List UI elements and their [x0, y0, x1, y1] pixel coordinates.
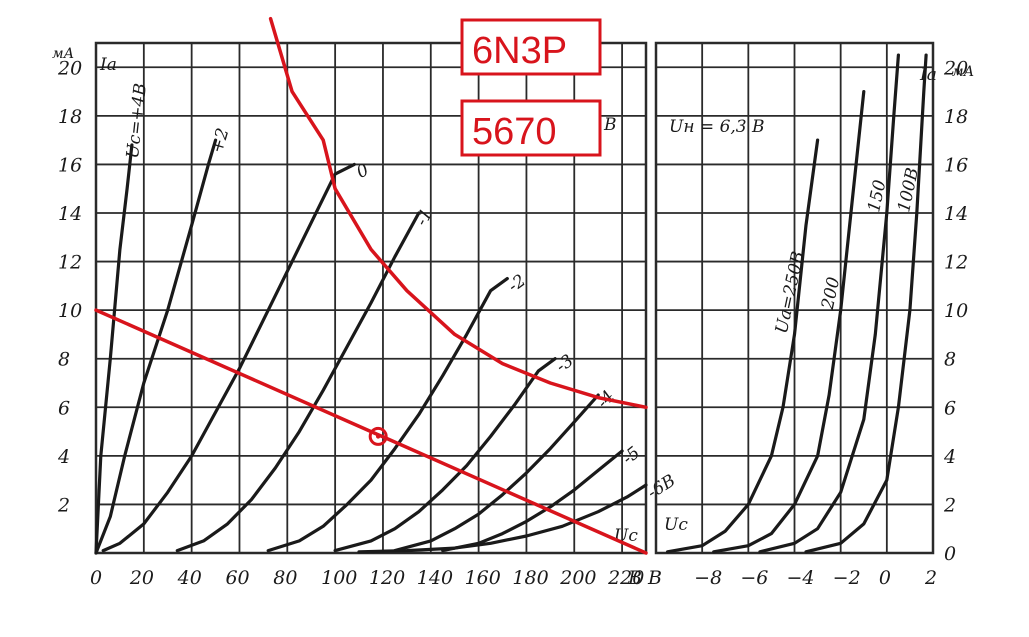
right-y-tick-label: 10 [944, 300, 968, 322]
red-overlay [94, 16, 648, 555]
right-y-tick-label: 16 [944, 154, 968, 176]
operating-point-marker [368, 426, 388, 446]
tube-number-frame [460, 99, 602, 157]
left-y-tick-label: 8 [58, 349, 70, 371]
anode-curve-8 [357, 483, 648, 554]
left-y-tick-label: 14 [58, 203, 82, 225]
left-x-axis-unit: В [627, 567, 642, 589]
left-grid [94, 41, 648, 555]
right-y-tick-label: 8 [944, 349, 956, 371]
right-x-tick-label: В [647, 567, 662, 589]
left-x-tick-label: 100 [321, 567, 357, 589]
left-x-tick-label: 200 [559, 567, 596, 589]
left-x-tick-label: 120 [369, 567, 405, 589]
right-x-tick-label: 2 [924, 567, 937, 589]
left-x-tick-label: 60 [225, 567, 249, 589]
left-y-tick-label: 10 [58, 300, 82, 322]
anode-curve-4 [266, 277, 509, 553]
right-y-unit: мА [952, 64, 974, 80]
anode-curve-6 [393, 393, 600, 553]
left-y-tick-label: 20 [57, 57, 82, 79]
grid-curve-0 [665, 138, 820, 554]
anode-curve-1 [94, 138, 218, 555]
right-param-label: Uc [664, 515, 688, 535]
max-dissipation-curve [268, 16, 648, 410]
left-x-tick-label: 20 [129, 567, 154, 589]
left-x-tick-label: 220 [607, 567, 644, 589]
right-x-tick-label: −8 [694, 567, 722, 589]
tube-name-label: 6N3P [472, 30, 567, 72]
left-tick-labels: 0 20 40 60 80 100 120 140 160 180 200 220 2 4 6 8 10 12 14… [57, 57, 644, 589]
tube-name-frame [460, 18, 602, 76]
top-right-fragment: В [603, 115, 617, 135]
left-x-tick-label: 180 [512, 567, 548, 589]
right-y-tick-label: 6 [944, 397, 956, 419]
right-x-tick-label: −4 [787, 567, 815, 589]
right-y-tick-label: 2 [943, 494, 956, 516]
grid-curve-1 [712, 90, 866, 554]
left-y-unit: мА [52, 46, 74, 62]
heater-voltage-annotation: Uн = 6,3 В [669, 117, 765, 137]
left-x-tick-label: 160 [465, 567, 501, 589]
right-x-tick-label: 0 [879, 567, 891, 589]
left-y-tick-label: 18 [58, 106, 82, 128]
tube-number-label: 5670 [472, 111, 557, 153]
grid-curve-3 [804, 53, 928, 554]
left-y-tick-label: 6 [58, 397, 70, 419]
left-x-tick-label: 80 [273, 567, 297, 589]
tube-number-box: 5670 [460, 99, 602, 157]
right-y-tick-label: 20 [943, 57, 968, 79]
left-x-tick-label: 0 [90, 567, 102, 589]
right-y-tick-label: 4 [943, 446, 956, 468]
right-y-tick-label: 18 [944, 106, 968, 128]
left-x-tick-label: 140 [417, 567, 453, 589]
right-x-tick-label: −2 [833, 567, 861, 589]
anode-curve-5 [333, 357, 557, 553]
right-y-axis-label: Ia [919, 65, 937, 85]
anode-curve-2 [101, 162, 356, 553]
left-y-axis-label: Ia [99, 55, 117, 75]
anode-curve-7 [441, 449, 624, 553]
tube-name-box: 6N3P [460, 18, 602, 76]
operating-point-dot [375, 434, 381, 439]
left-y-tick-label: 4 [57, 446, 70, 468]
left-x-tick-label: 40 [177, 567, 202, 589]
anode-curve-0 [94, 143, 134, 555]
right-x-tick-label: −6 [740, 567, 768, 589]
anode-curve-3 [175, 211, 421, 553]
left-y-tick-label: 16 [58, 154, 82, 176]
left-y-tick-label: 12 [58, 252, 82, 274]
right-y-tick-label: 14 [944, 203, 968, 225]
right-y-tick-label: 12 [944, 252, 968, 274]
grid-curve-2 [758, 53, 900, 554]
right-y-tick-label: 0 [944, 543, 956, 565]
left-y-tick-label: 2 [57, 494, 70, 516]
